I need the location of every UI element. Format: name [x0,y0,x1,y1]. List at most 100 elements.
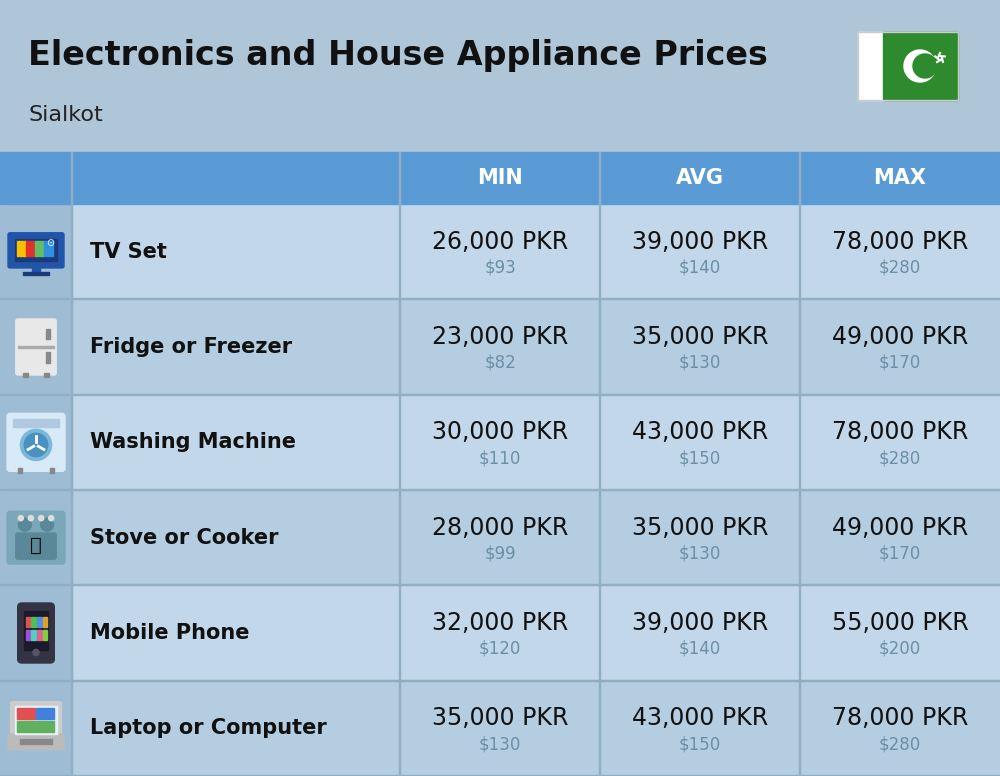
Bar [72,395,1000,490]
Text: $140: $140 [679,640,721,658]
Text: 35,000 PKR: 35,000 PKR [432,706,568,730]
Bar [50,469,54,473]
Bar [37,618,42,627]
Text: $110: $110 [479,449,521,467]
Text: AVG: AVG [676,168,724,188]
Bar [858,32,958,100]
Bar [0,298,1000,300]
Text: $93: $93 [484,258,516,277]
Bar [599,152,600,776]
Bar [0,775,1000,776]
Bar [36,708,54,719]
Bar [0,204,72,300]
Text: 23,000 PKR: 23,000 PKR [432,325,568,349]
Bar [16,241,26,255]
Text: 39,000 PKR: 39,000 PKR [632,230,768,254]
Circle shape [49,515,54,521]
Bar [15,706,57,733]
Circle shape [18,515,23,521]
Wedge shape [913,54,935,78]
Bar [399,152,400,776]
Circle shape [41,518,54,531]
Text: 28,000 PKR: 28,000 PKR [432,516,568,539]
Text: MAX: MAX [874,168,926,188]
Bar [72,152,400,204]
Bar [0,393,1000,395]
Bar [26,618,30,627]
Text: TV Set: TV Set [90,241,167,262]
Circle shape [33,650,39,656]
Text: 32,000 PKR: 32,000 PKR [432,611,568,635]
Bar [26,630,30,640]
Text: $99: $99 [484,545,516,563]
Bar [0,489,1000,490]
Bar [72,681,1000,776]
Text: Washing Machine: Washing Machine [90,432,296,452]
Bar [799,152,800,776]
Bar [18,469,22,473]
Bar [883,32,958,100]
Bar [23,373,28,377]
Bar [26,241,35,255]
Bar [0,490,72,585]
FancyBboxPatch shape [8,734,64,750]
Text: 35,000 PKR: 35,000 PKR [632,516,768,539]
Bar [46,329,50,339]
Text: Stove or Cooker: Stove or Cooker [90,528,278,548]
Text: 43,000 PKR: 43,000 PKR [632,706,768,730]
Bar [0,152,72,204]
Text: 78,000 PKR: 78,000 PKR [832,230,968,254]
Text: $280: $280 [879,258,921,277]
Text: $280: $280 [879,449,921,467]
Bar [31,630,36,640]
Circle shape [24,433,48,456]
Bar [72,300,1000,395]
Bar [24,611,48,650]
Circle shape [18,518,31,531]
Bar [600,152,800,204]
Bar [20,739,52,744]
Bar [16,708,35,719]
Text: $200: $200 [879,640,921,658]
FancyBboxPatch shape [16,319,56,375]
Bar [0,395,72,490]
Bar [43,630,47,640]
Text: $280: $280 [879,736,921,753]
Text: $140: $140 [679,258,721,277]
Circle shape [20,429,52,460]
Wedge shape [904,50,934,82]
Bar [46,352,50,362]
Circle shape [39,515,44,521]
Bar [43,618,47,627]
FancyBboxPatch shape [16,533,56,559]
Text: $82: $82 [484,354,516,372]
Text: $130: $130 [479,736,521,753]
FancyBboxPatch shape [18,603,54,663]
Text: 43,000 PKR: 43,000 PKR [632,421,768,445]
Text: 55,000 PKR: 55,000 PKR [832,611,968,635]
FancyBboxPatch shape [8,233,64,268]
Text: $150: $150 [679,449,721,467]
Bar [72,585,1000,681]
Bar [0,681,72,776]
Bar [31,618,36,627]
Text: 78,000 PKR: 78,000 PKR [832,421,968,445]
Bar [44,373,49,377]
Bar [13,419,59,427]
FancyBboxPatch shape [11,702,61,738]
Bar [0,584,1000,585]
Bar [35,241,44,255]
Bar [37,630,42,640]
Text: Sialkot: Sialkot [28,105,103,125]
Text: ⊙: ⊙ [46,237,54,248]
Text: MIN: MIN [477,168,523,188]
Bar [858,32,883,100]
Bar [0,585,72,681]
Text: $120: $120 [479,640,521,658]
Text: $170: $170 [879,545,921,563]
Bar [18,345,54,348]
Text: 39,000 PKR: 39,000 PKR [632,611,768,635]
Bar [71,152,72,776]
Text: Laptop or Computer: Laptop or Computer [90,719,327,738]
Bar [23,272,49,275]
